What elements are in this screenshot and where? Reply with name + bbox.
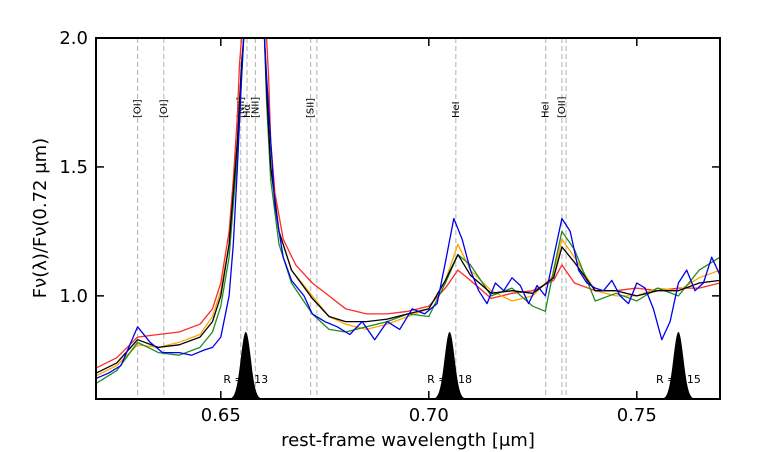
emission-line-label: [NII] xyxy=(236,97,247,118)
y-tick-label: 1.5 xyxy=(59,157,88,178)
emission-line-label: [OII] xyxy=(557,96,568,118)
plot-frame xyxy=(95,37,721,400)
y-tick-label: 1.0 xyxy=(59,286,88,307)
resolution-profile xyxy=(225,332,266,399)
x-axis-label: rest-frame wavelength [μm] xyxy=(281,430,535,451)
series-black xyxy=(96,38,720,374)
emission-line-markers: [OI] [OI] [NII]Hα[NII] [SII] HeI HeI [OII] xyxy=(133,38,568,399)
emission-line-label: [NII] xyxy=(250,97,261,118)
x-tick-label: 0.65 xyxy=(201,405,241,426)
x-tick-label: 0.70 xyxy=(409,405,449,426)
y-axis-label: Fν(λ)/Fν(0.72 μm) xyxy=(30,138,51,298)
axes: 0.65 0.70 0.75 1.0 1.5 2.0 xyxy=(59,28,720,426)
emission-line-label: Hα xyxy=(242,103,253,118)
resolution-profile xyxy=(429,332,470,399)
emission-line-label: [OI] xyxy=(133,99,144,118)
emission-line-label: HeI xyxy=(541,101,552,118)
series-blue xyxy=(96,38,720,380)
resolution-profiles: R = 213 R = 218 R = 215 xyxy=(223,332,701,399)
emission-line-label: HeI xyxy=(451,101,462,118)
emission-line-label: [SII] xyxy=(306,98,317,118)
emission-line-label: [OI] xyxy=(159,99,170,118)
series-red xyxy=(96,38,720,369)
resolution-profile xyxy=(658,332,699,399)
resolution-label: R = 213 xyxy=(223,373,268,386)
series-green xyxy=(96,38,720,385)
x-tick-label: 0.75 xyxy=(617,405,657,426)
resolution-label: R = 218 xyxy=(427,373,472,386)
y-tick-label: 2.0 xyxy=(59,28,88,49)
resolution-label: R = 215 xyxy=(656,373,701,386)
spectrum-series xyxy=(96,38,720,385)
series-orange xyxy=(96,38,720,377)
